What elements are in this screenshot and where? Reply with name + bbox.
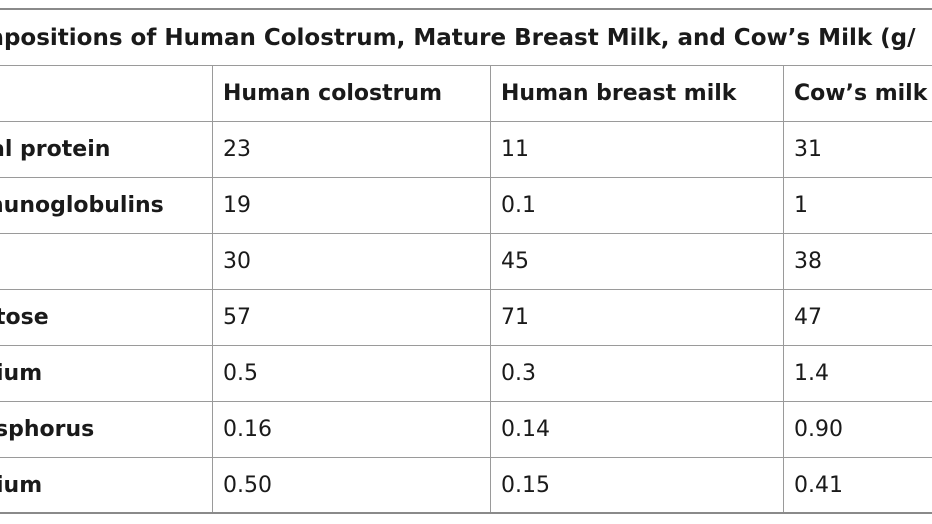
table-cell: 47 (783, 290, 932, 345)
header-blank-cell (0, 66, 212, 121)
row-label: sphorus (0, 402, 212, 457)
table-cell: 71 (490, 290, 783, 345)
table-title: mpositions of Human Colostrum, Mature Br… (0, 25, 916, 51)
table-cell: 0.14 (490, 402, 783, 457)
row-label-text: tose (0, 305, 49, 330)
row-label: ium (0, 346, 212, 401)
table-cell: 1 (783, 178, 932, 233)
table-cell: 23 (212, 122, 490, 177)
table-header-row: Human colostrum Human breast milk Cow’s … (0, 66, 932, 122)
table-cell: 38 (783, 234, 932, 289)
column-header: Human colostrum (212, 66, 490, 121)
table-cell: 0.5 (212, 346, 490, 401)
table-row: nunoglobulins 19 0.1 1 (0, 178, 932, 234)
table-cell: 19 (212, 178, 490, 233)
row-label: ium (0, 458, 212, 512)
table-cell: 30 (212, 234, 490, 289)
table-cell: 0.90 (783, 402, 932, 457)
table-cell: 0.3 (490, 346, 783, 401)
table-cell: 0.1 (490, 178, 783, 233)
row-label-text: al protein (0, 137, 111, 162)
table-row: ium 0.5 0.3 1.4 (0, 346, 932, 402)
table-cell: 57 (212, 290, 490, 345)
table-row: al protein 23 11 31 (0, 122, 932, 178)
table-row: ium 0.50 0.15 0.41 (0, 458, 932, 514)
table-cell: 0.41 (783, 458, 932, 512)
table-cell: 45 (490, 234, 783, 289)
row-label: nunoglobulins (0, 178, 212, 233)
row-label-text: ium (0, 361, 43, 386)
table-row: 30 45 38 (0, 234, 932, 290)
table-cell: 0.50 (212, 458, 490, 512)
column-header: Cow’s milk (783, 66, 932, 121)
row-label-text: sphorus (0, 417, 95, 442)
row-label: tose (0, 290, 212, 345)
composition-table: mpositions of Human Colostrum, Mature Br… (0, 8, 932, 514)
table-title-row: mpositions of Human Colostrum, Mature Br… (0, 8, 932, 66)
table-row: sphorus 0.16 0.14 0.90 (0, 402, 932, 458)
row-label: al protein (0, 122, 212, 177)
table-cell: 11 (490, 122, 783, 177)
row-label-text: ium (0, 472, 43, 498)
table-cell: 0.16 (212, 402, 490, 457)
row-label-text: nunoglobulins (0, 193, 164, 218)
table-row: tose 57 71 47 (0, 290, 932, 346)
row-label (0, 234, 212, 289)
column-header: Human breast milk (490, 66, 783, 121)
table-cell: 0.15 (490, 458, 783, 512)
table-cell: 31 (783, 122, 932, 177)
table-cell: 1.4 (783, 346, 932, 401)
